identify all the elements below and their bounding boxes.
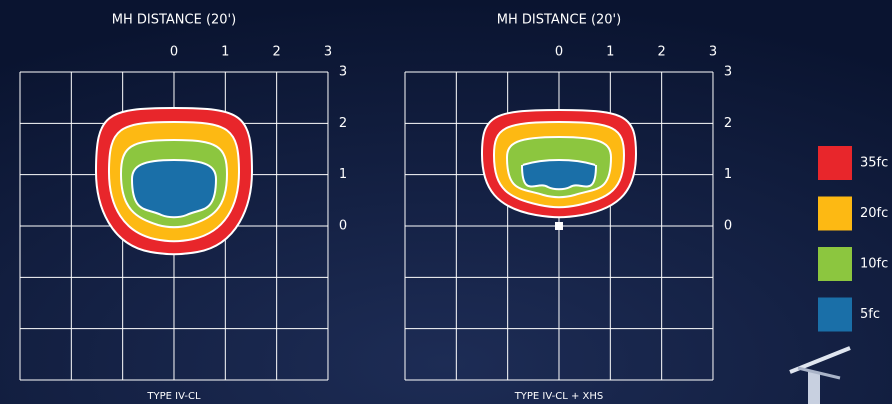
legend-swatch <box>818 247 852 281</box>
x-label: 3 <box>324 45 332 60</box>
panel-title: MH DISTANCE (20') <box>497 13 621 28</box>
legend-swatch <box>818 196 852 231</box>
y-label: 2 <box>339 116 347 131</box>
legend-label: 35fc <box>860 156 888 171</box>
panel-caption: TYPE IV-CL + XHS <box>514 391 604 402</box>
x-label: 0 <box>555 45 563 60</box>
y-label: 3 <box>339 65 347 80</box>
x-label: 1 <box>221 45 229 60</box>
panel-caption: TYPE IV-CL <box>146 391 201 402</box>
y-label: 0 <box>339 218 347 233</box>
x-label: 2 <box>658 45 666 60</box>
contour <box>520 158 597 191</box>
y-label: 1 <box>339 167 347 182</box>
legend-swatch <box>818 297 852 332</box>
legend-label: 5fc <box>860 307 880 322</box>
x-label: 0 <box>170 45 178 60</box>
luminaire-marker <box>554 221 563 230</box>
legend-label: 20fc <box>860 206 888 221</box>
contour <box>130 158 217 219</box>
y-label: 2 <box>724 116 732 131</box>
legend-swatch <box>818 146 852 180</box>
legend-label: 10fc <box>860 257 888 272</box>
y-label: 3 <box>724 65 732 80</box>
x-label: 2 <box>273 45 281 60</box>
y-label: 0 <box>724 218 732 233</box>
panel-title: MH DISTANCE (20') <box>112 13 236 28</box>
lamp-post <box>789 346 851 404</box>
x-label: 3 <box>709 45 717 60</box>
y-label: 1 <box>724 167 732 182</box>
x-label: 1 <box>606 45 614 60</box>
